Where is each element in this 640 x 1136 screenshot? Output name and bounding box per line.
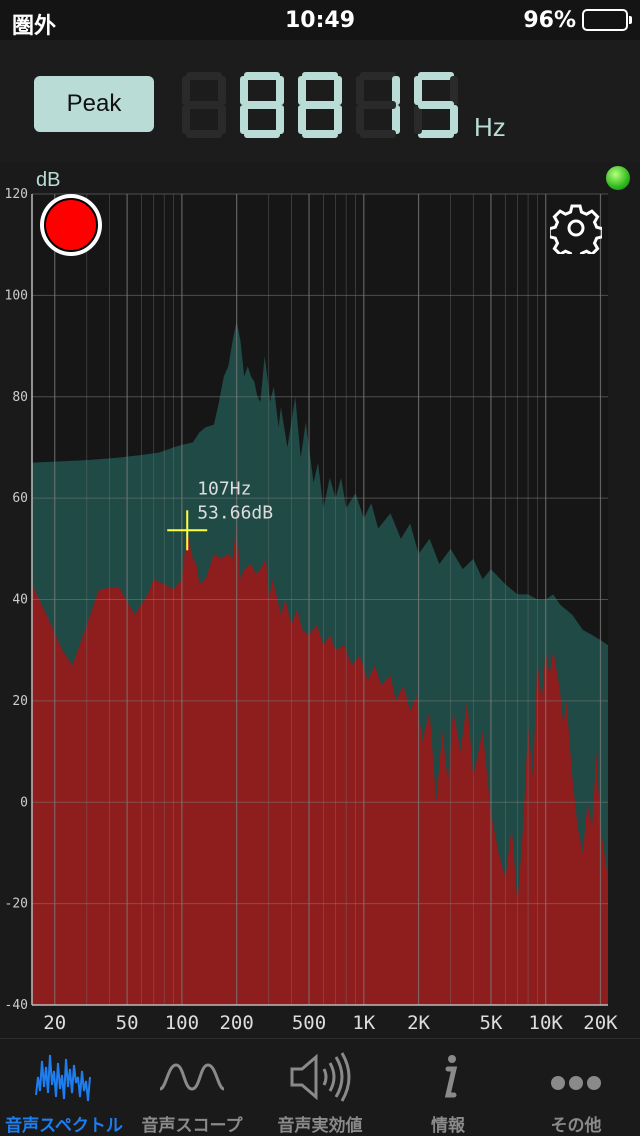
digit-segment xyxy=(298,76,306,105)
digit-segment xyxy=(302,130,338,138)
digit-segment xyxy=(182,76,190,105)
x-tick-label: 20 xyxy=(43,1012,66,1034)
y-tick-label: 20 xyxy=(12,694,28,709)
digit-segment xyxy=(356,105,364,134)
digit-segment xyxy=(244,101,280,109)
tab-scope[interactable]: 音声スコープ xyxy=(128,1039,256,1136)
record-button[interactable] xyxy=(40,194,102,256)
y-tick-label: 40 xyxy=(12,593,28,608)
digit-segment xyxy=(218,76,226,105)
y-tick-label: 0 xyxy=(20,795,28,810)
frequency-digits-text: 8815 xyxy=(178,68,181,69)
y-tick-label: 120 xyxy=(5,187,28,202)
status-led-icon xyxy=(606,166,630,190)
digit-segment xyxy=(334,76,342,105)
x-tick-label: 1K xyxy=(352,1012,375,1034)
spectrum-chart[interactable]: dB 120 100 80 60 40 20 0 -20 -40 20 50 100 200 500 1K 2K… xyxy=(0,162,640,1038)
digit-segment xyxy=(240,76,248,105)
x-tick-label: 5K xyxy=(480,1012,503,1034)
digit-segment xyxy=(414,105,422,134)
digit-segment xyxy=(392,76,400,105)
digit-segment xyxy=(418,72,454,80)
x-tick-label: 500 xyxy=(292,1012,326,1034)
cursor-frequency-label: 107Hz xyxy=(197,478,251,499)
digit-segment xyxy=(186,130,222,138)
digit-segment xyxy=(392,105,400,134)
digit-segment xyxy=(414,76,422,105)
digit-segment xyxy=(244,130,280,138)
y-tick-label: -20 xyxy=(5,897,28,912)
digit-segment xyxy=(360,72,396,80)
y-tick-label: 60 xyxy=(12,491,28,506)
cursor-db-label: 53.66dB xyxy=(197,502,273,523)
digit-segment xyxy=(360,101,396,109)
digit-segment xyxy=(302,101,338,109)
digit-segment xyxy=(360,130,396,138)
info-icon xyxy=(444,1055,458,1098)
digit-segment xyxy=(418,101,454,109)
peak-button[interactable]: Peak xyxy=(34,76,154,132)
digit-segment xyxy=(182,105,190,134)
tab-spectrum[interactable]: 音声スペクトル xyxy=(0,1039,128,1136)
y-axis-label: dB xyxy=(36,169,60,191)
digit-segment xyxy=(450,105,458,134)
digit-segment xyxy=(186,72,222,80)
digit-segment xyxy=(276,76,284,105)
digit-segment xyxy=(240,105,248,134)
header: Peak 8815 Hz xyxy=(0,40,640,162)
gear-icon[interactable] xyxy=(550,202,602,254)
digit-segment xyxy=(334,105,342,134)
tab-label: 音声スペクトル xyxy=(5,1116,123,1136)
y-tick-label: 100 xyxy=(5,288,28,303)
tab-info[interactable]: 情報 xyxy=(384,1039,512,1136)
digit-segment xyxy=(276,105,284,134)
spectrum-series-1 xyxy=(32,523,608,1005)
tab-label: 音声スコープ xyxy=(141,1116,243,1136)
battery-percent: 96% xyxy=(523,8,576,33)
digit-segment xyxy=(302,72,338,80)
more-icon xyxy=(551,1076,601,1090)
battery-icon xyxy=(582,9,632,31)
clock: 10:49 xyxy=(284,8,356,33)
digit-segment xyxy=(298,105,306,134)
tab-label: 情報 xyxy=(431,1116,465,1136)
frequency-readout: 8815 xyxy=(178,68,458,138)
grid xyxy=(32,193,608,1006)
frequency-digits xyxy=(182,72,458,138)
digit-segment xyxy=(450,76,458,105)
x-tick-label: 50 xyxy=(116,1012,139,1034)
carrier-label: 圏外 xyxy=(12,14,57,39)
spectrum-icon xyxy=(35,1054,91,1102)
tab-more[interactable]: その他 xyxy=(512,1039,640,1136)
tab-bar: 音声スペクトル 音声スコープ 音声実効値 情報 xyxy=(0,1038,640,1136)
x-tick-label: 10K xyxy=(529,1012,564,1034)
digit-segment xyxy=(244,72,280,80)
speaker-icon xyxy=(290,1052,351,1102)
status-bar: 圏外 10:49 96% xyxy=(0,0,640,40)
y-tick-label: 80 xyxy=(12,390,28,405)
digit-segment xyxy=(218,105,226,134)
x-tick-label: 100 xyxy=(165,1012,199,1034)
y-tick-label: -40 xyxy=(5,998,28,1013)
digit-segment xyxy=(356,76,364,105)
x-tick-label: 2K xyxy=(407,1012,430,1034)
peak-cursor: 107Hz 53.66dB xyxy=(167,478,273,551)
x-tick-label: 200 xyxy=(219,1012,253,1034)
tab-label: その他 xyxy=(550,1116,602,1136)
x-tick-label: 20K xyxy=(583,1012,618,1034)
tab-label: 音声実効値 xyxy=(277,1116,363,1136)
frequency-unit: Hz xyxy=(474,112,506,142)
waveform-icon xyxy=(159,1063,225,1091)
digit-segment xyxy=(418,130,454,138)
tab-rms[interactable]: 音声実効値 xyxy=(256,1039,384,1136)
digit-segment xyxy=(186,101,222,109)
